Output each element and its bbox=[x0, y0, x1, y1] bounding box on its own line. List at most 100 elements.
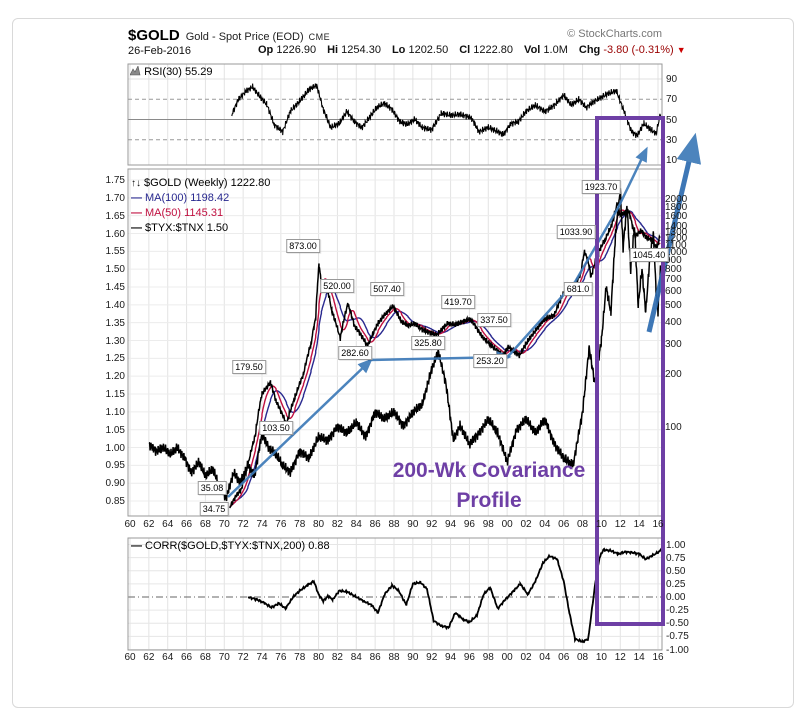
x-axis-label: 02 bbox=[520, 519, 532, 530]
x-axis-label-bottom: 94 bbox=[445, 652, 457, 663]
x-axis-label: 84 bbox=[350, 519, 362, 530]
covariance-note: 200-Wk Covariance Profile bbox=[393, 456, 586, 516]
x-axis-label-bottom: 16 bbox=[652, 652, 664, 663]
corr-axis-label: -1.00 bbox=[666, 644, 689, 656]
price-callout: 253.20 bbox=[473, 354, 507, 368]
ratio-axis-label: 1.40 bbox=[105, 299, 125, 311]
x-axis-label-bottom: 96 bbox=[463, 652, 475, 663]
x-axis-label-bottom: 74 bbox=[256, 652, 268, 663]
x-axis-label: 12 bbox=[614, 519, 626, 530]
x-axis-label-bottom: 88 bbox=[388, 652, 400, 663]
corr-panel-label: — CORR($GOLD,$TYX:$TNX,200) 0.88 bbox=[131, 540, 330, 552]
ma50-series bbox=[229, 209, 661, 508]
price-callout: 1045.40 bbox=[629, 248, 669, 262]
gold-axis-label: 1800 bbox=[665, 202, 688, 214]
x-axis-label-bottom: 76 bbox=[275, 652, 287, 663]
price-callout: 1923.70 bbox=[581, 180, 621, 194]
quote-chg: Chg -3.80 (-0.31%) ▼ bbox=[578, 44, 686, 56]
corr-label-text: CORR($GOLD,$TYX:$TNX,200) 0.88 bbox=[145, 540, 330, 552]
x-axis-label: 62 bbox=[143, 519, 155, 530]
x-axis-label-bottom: 68 bbox=[199, 652, 211, 663]
covariance-note-line1: 200-Wk Covariance bbox=[392, 458, 586, 482]
ma100-series bbox=[229, 210, 661, 508]
corr-axis-label: -0.50 bbox=[666, 618, 689, 630]
stockcharts-credit: © StockCharts.com bbox=[567, 28, 662, 40]
x-axis-label-bottom: 02 bbox=[520, 652, 532, 663]
x-axis-label-bottom: 78 bbox=[294, 652, 306, 663]
ratio-axis-label: 1.50 bbox=[105, 264, 125, 276]
price-callout: 520.00 bbox=[320, 279, 354, 293]
ratio-axis-label: 0.95 bbox=[105, 460, 125, 472]
ratio-axis-label: 1.75 bbox=[105, 175, 125, 186]
x-axis-label-bottom: 72 bbox=[237, 652, 249, 663]
price-callout: 337.50 bbox=[477, 313, 511, 327]
price-callout: 34.75 bbox=[199, 502, 229, 516]
x-axis-label-bottom: 10 bbox=[595, 652, 607, 663]
x-axis-label: 86 bbox=[369, 519, 381, 530]
ratio-axis-label: 0.85 bbox=[105, 496, 125, 508]
tyx-tnx-ratio-series bbox=[148, 188, 662, 502]
gold-axis-label: 1600 bbox=[665, 211, 688, 223]
gold-axis-label: 1000 bbox=[665, 247, 688, 258]
updown-arrows-icon: ↑↓ bbox=[131, 178, 141, 189]
mini-chart-icon bbox=[129, 65, 141, 76]
ratio-axis-label: 1.70 bbox=[105, 192, 125, 204]
quote-hi: Hi 1254.30 bbox=[327, 44, 381, 56]
legend-row-1: — MA(100) 1198.42 bbox=[131, 192, 230, 204]
corr-axis-label: -0.75 bbox=[666, 631, 689, 643]
price-callout: 681.0 bbox=[563, 282, 593, 296]
gold-axis-label: 900 bbox=[665, 255, 682, 266]
ratio-axis-label: 1.60 bbox=[105, 228, 125, 240]
x-axis-label: 04 bbox=[539, 519, 551, 530]
price-callout: 419.70 bbox=[441, 295, 475, 309]
x-axis-label: 64 bbox=[162, 519, 174, 530]
ratio-axis-label: 1.20 bbox=[105, 371, 125, 383]
gold-axis-label: 200 bbox=[665, 369, 682, 381]
gold-axis-label: 300 bbox=[665, 338, 682, 350]
gold-axis-label: 100 bbox=[665, 421, 682, 433]
x-axis-label-bottom: 80 bbox=[313, 652, 325, 663]
x-axis-label: 82 bbox=[331, 519, 343, 530]
price-callout: 103.50 bbox=[259, 421, 293, 435]
corr-axis-label: 0.75 bbox=[666, 552, 686, 564]
x-axis-label: 74 bbox=[256, 519, 268, 530]
corr-axis-label: 0.00 bbox=[666, 592, 686, 603]
gold-axis-label: 2000 bbox=[665, 194, 688, 206]
change-down-icon: ▼ bbox=[676, 45, 686, 55]
gold-axis-label: 1100 bbox=[665, 239, 687, 251]
legend-row-3: — $TYX:$TNX 1.50 bbox=[131, 222, 229, 234]
x-axis-label-bottom: 62 bbox=[143, 652, 155, 663]
gold-series bbox=[229, 201, 661, 509]
x-axis-label: 14 bbox=[633, 519, 645, 530]
x-axis-label: 60 bbox=[124, 519, 136, 530]
x-axis-label-bottom: 60 bbox=[124, 652, 136, 663]
ratio-axis-label: 1.35 bbox=[105, 317, 125, 329]
gold-axis-label: 800 bbox=[665, 263, 682, 275]
x-axis-label-bottom: 66 bbox=[181, 652, 193, 663]
x-axis-label: 88 bbox=[388, 519, 400, 530]
chart-frame bbox=[12, 18, 794, 708]
x-axis-label: 98 bbox=[482, 519, 494, 530]
rsi-axis-label: 70 bbox=[666, 94, 678, 106]
gold-axis-label: 700 bbox=[665, 274, 682, 286]
x-axis-label: 06 bbox=[558, 519, 570, 530]
x-axis-label: 68 bbox=[199, 519, 211, 530]
x-axis-label: 78 bbox=[294, 519, 306, 530]
x-axis-label: 92 bbox=[426, 519, 438, 530]
x-axis-label: 70 bbox=[218, 519, 230, 530]
price-callout: 179.50 bbox=[232, 360, 266, 374]
x-axis-label-bottom: 08 bbox=[577, 652, 589, 663]
ratio-axis-label: 1.55 bbox=[105, 246, 125, 258]
ratio-axis-label: 1.25 bbox=[105, 353, 125, 365]
ratio-axis-label: 1.30 bbox=[105, 335, 125, 347]
ratio-axis-label: 1.65 bbox=[105, 210, 125, 222]
price-callout: 507.40 bbox=[370, 282, 404, 296]
x-axis-label: 16 bbox=[652, 519, 664, 530]
main-legend: ↑↓ $GOLD (Weekly) 1222.80 — MA(100) 1198.4… bbox=[131, 176, 270, 236]
price-callout: 873.00 bbox=[286, 239, 320, 253]
quote-date: 26-Feb-2016 bbox=[128, 45, 191, 57]
corr-axis-label: 0.50 bbox=[666, 565, 686, 577]
correlation-series bbox=[247, 547, 662, 644]
ratio-axis-label: 1.45 bbox=[105, 282, 125, 293]
x-axis-label-bottom: 70 bbox=[218, 652, 230, 663]
